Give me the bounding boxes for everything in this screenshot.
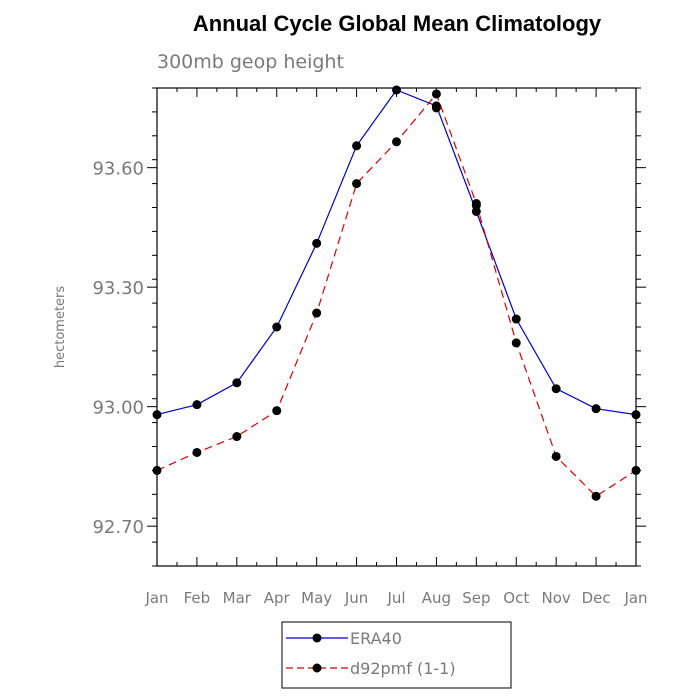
data-point-era40 [392, 85, 401, 95]
data-point-era40 [192, 400, 202, 410]
x-tick-label: Jul [386, 589, 405, 607]
y-tick-label: 92.70 [92, 517, 144, 538]
y-axis-label: hectometers [53, 286, 68, 369]
x-tick-label: Sep [462, 589, 490, 607]
x-tick-label: May [301, 589, 332, 607]
data-point-d92pmf [232, 432, 242, 442]
x-tick-label: Jan [623, 589, 647, 607]
x-tick-label: Jun [344, 589, 368, 607]
series-markers [152, 85, 641, 501]
x-tick-label: Dec [582, 589, 611, 607]
legend-box [281, 621, 512, 689]
data-point-era40 [631, 410, 641, 420]
data-point-d92pmf [272, 406, 282, 416]
data-point-extra [431, 103, 441, 113]
data-point-d92pmf [152, 465, 162, 475]
legend-marker-era40 [312, 633, 322, 643]
data-point-d92pmf [312, 308, 322, 318]
series-line-d92pmf [156, 92, 637, 498]
plot-frame [156, 87, 637, 567]
legend-marker-d92pmf [312, 663, 322, 673]
y-tick-label: 93.00 [92, 398, 144, 419]
data-point-d92pmf [192, 447, 202, 457]
data-point-extra [471, 201, 481, 211]
series-lines [156, 89, 637, 498]
data-point-era40 [352, 141, 362, 151]
data-point-d92pmf [392, 137, 401, 147]
data-point-era40 [312, 238, 322, 248]
data-point-d92pmf [591, 491, 601, 501]
data-point-era40 [272, 322, 282, 332]
legend-label-era40: ERA40 [350, 629, 402, 648]
data-point-era40 [152, 410, 162, 420]
data-point-d92pmf [352, 179, 362, 189]
x-tick-label: Aug [422, 589, 451, 607]
x-tick-label: Apr [264, 589, 291, 607]
x-tick-label: Nov [542, 589, 571, 607]
legend: ERA40 d92pmf (1-1) [281, 621, 512, 689]
legend-label-d92pmf: d92pmf (1-1) [350, 659, 456, 678]
chart-title: Annual Cycle Global Mean Climatology [193, 11, 602, 36]
data-point-era40 [551, 384, 561, 394]
y-tick-label: 93.60 [92, 159, 144, 180]
x-tick-label: Mar [223, 589, 252, 607]
data-point-d92pmf [551, 451, 561, 461]
chart-subtitle: 300mb geop height [157, 51, 344, 73]
data-point-era40 [511, 314, 521, 324]
y-tick-label: 93.30 [92, 278, 144, 299]
x-tick-label: Feb [184, 589, 211, 607]
data-point-era40 [232, 378, 242, 388]
data-point-d92pmf [631, 465, 641, 475]
x-tick-label: Jan [144, 589, 168, 607]
x-tick-label: Oct [503, 589, 529, 607]
axis-ticks: Jan Feb Mar Apr May Jun Jul Aug Sep Oct Nov Dec Jan 9… [92, 87, 648, 607]
data-point-era40 [591, 404, 601, 414]
data-point-d92pmf [431, 89, 441, 99]
data-point-d92pmf [511, 338, 521, 348]
